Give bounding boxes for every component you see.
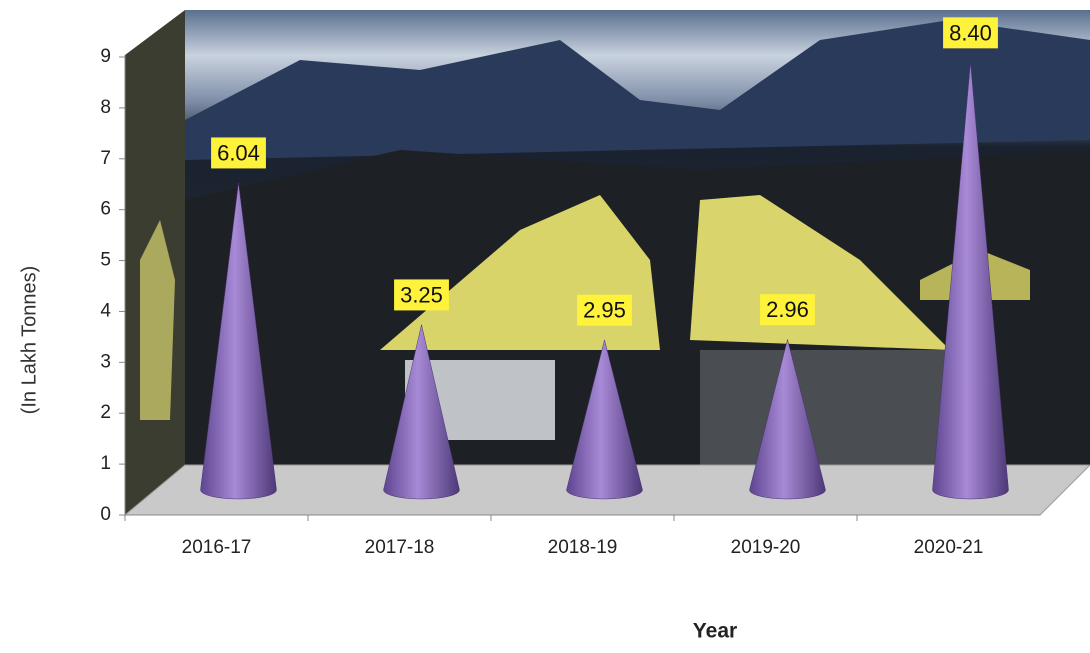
x-tick-label: 2020-21 [914,537,984,558]
cone [932,62,1009,500]
y-tick-label: 4 [100,300,111,321]
value-label-box [394,279,449,311]
value-label: 2.96 [766,297,809,322]
x-tick-label: 2018-19 [548,537,618,558]
cone [200,182,277,500]
x-tick-label: 2016-17 [182,537,252,558]
cone [383,324,460,500]
value-label-box [211,137,266,169]
cone [566,339,643,500]
y-tick-label: 1 [100,453,111,474]
x-tick-label: 2019-20 [731,537,801,558]
cone [749,339,826,500]
value-label: 6.04 [217,140,260,165]
value-label-box [577,294,632,326]
y-tick-label: 2 [100,402,111,423]
background-photo [123,10,1090,516]
value-label: 3.25 [400,282,443,307]
y-tick-label: 9 [100,46,111,67]
value-label-box [760,294,815,326]
y-tick-label: 3 [100,351,111,372]
value-label: 8.40 [949,20,992,45]
y-axis-title: (In Lakh Tonnes) [18,266,40,415]
y-tick-label: 0 [100,504,111,525]
y-tick-label: 6 [100,199,111,220]
y-tick-label: 8 [100,97,111,118]
value-label-box [943,17,998,49]
side-wall-detail [140,220,175,420]
x-axis-title: Year [693,620,737,643]
x-tick-label: 2017-18 [365,537,435,558]
y-tick-label: 7 [100,148,111,169]
value-label: 2.95 [583,298,626,323]
y-tick-label: 5 [100,250,111,271]
